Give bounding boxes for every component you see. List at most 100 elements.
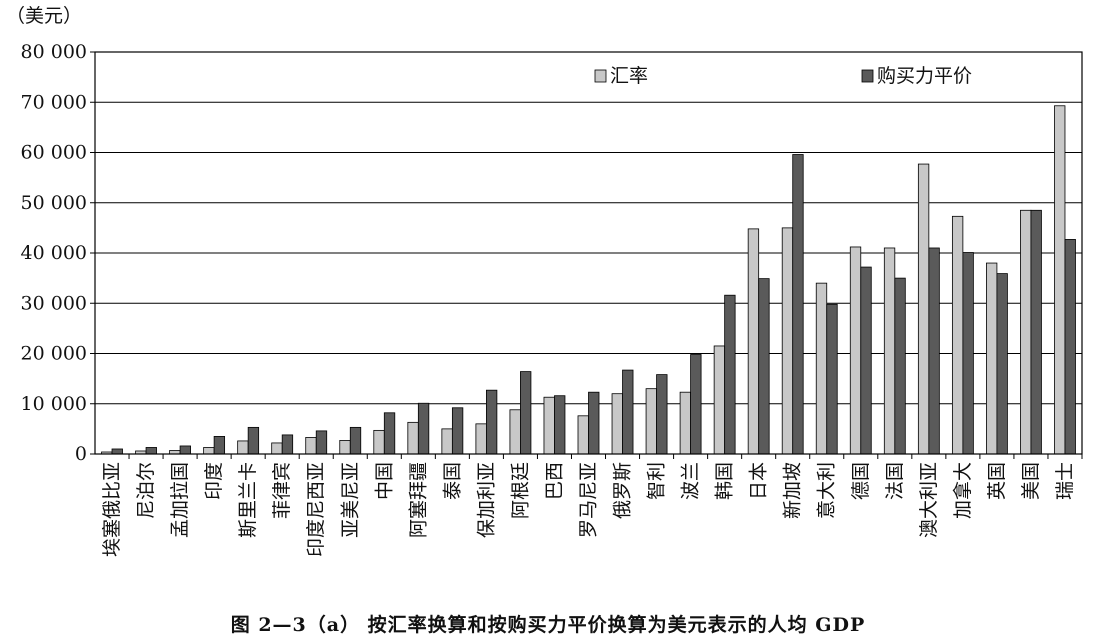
bar-ppp-20 bbox=[792, 154, 804, 455]
bar-exchange-rate-12 bbox=[509, 409, 521, 455]
bar-exchange-rate-27 bbox=[1020, 209, 1032, 455]
bar-ppp-12 bbox=[520, 371, 532, 455]
x-category-label: 尼泊尔 bbox=[135, 462, 157, 519]
bar-ppp-18 bbox=[724, 294, 736, 455]
bar-exchange-rate-13 bbox=[543, 396, 555, 455]
y-tick-label: 80 000 bbox=[21, 41, 87, 63]
bar-exchange-rate-15 bbox=[611, 393, 623, 455]
bar-exchange-rate-6 bbox=[305, 437, 317, 455]
x-category-label: 孟加拉国 bbox=[169, 462, 191, 538]
bar-exchange-rate-28 bbox=[1054, 105, 1066, 455]
bar-exchange-rate-26 bbox=[986, 262, 998, 455]
bar-exchange-rate-14 bbox=[577, 415, 589, 455]
y-tick-label: 20 000 bbox=[21, 343, 87, 365]
y-axis-ticks: 0 10 000 20 000 30 000 40 000 50 000 60 000 70 … bbox=[21, 41, 95, 465]
bar-exchange-rate-4 bbox=[237, 440, 249, 455]
bar-ppp-16 bbox=[656, 374, 668, 455]
x-category-label: 瑞士 bbox=[1054, 462, 1076, 500]
x-category-label: 印度尼西亚 bbox=[305, 462, 327, 557]
bar-exchange-rate-24 bbox=[917, 163, 930, 455]
x-category-label: 泰国 bbox=[441, 462, 463, 500]
x-category-label: 亚美尼亚 bbox=[339, 462, 361, 538]
x-category-label: 菲律宾 bbox=[271, 462, 293, 519]
bar-exchange-rate-7 bbox=[339, 440, 351, 455]
x-category-label: 美国 bbox=[1020, 462, 1042, 500]
y-tick-label: 0 bbox=[75, 443, 87, 465]
bar-ppp-23 bbox=[894, 277, 906, 455]
x-category-label: 中国 bbox=[373, 462, 395, 500]
bar-exchange-rate-18 bbox=[713, 345, 726, 455]
bar-ppp-28 bbox=[1064, 239, 1076, 455]
legend: 汇率 购买力平价 bbox=[594, 65, 972, 87]
bar-ppp-25 bbox=[962, 252, 974, 455]
bar-ppp-5 bbox=[281, 434, 294, 455]
bar-exchange-rate-17 bbox=[679, 391, 692, 455]
bar-exchange-rate-20 bbox=[781, 227, 794, 455]
bar-exchange-rate-23 bbox=[883, 247, 896, 455]
legend-swatch bbox=[861, 69, 874, 83]
bar-ppp-6 bbox=[315, 430, 328, 455]
x-category-label: 澳大利亚 bbox=[918, 462, 940, 538]
bar-ppp-1 bbox=[145, 447, 157, 455]
bar-ppp-15 bbox=[622, 369, 634, 455]
x-category-label: 法国 bbox=[884, 462, 906, 500]
bar-ppp-17 bbox=[690, 354, 702, 455]
x-category-label: 阿根廷 bbox=[509, 462, 531, 519]
x-category-label: 埃塞俄比亚 bbox=[101, 462, 123, 557]
x-category-label: 加拿大 bbox=[951, 462, 974, 519]
y-tick-label: 50 000 bbox=[21, 192, 87, 214]
x-category-label: 波兰 bbox=[680, 462, 702, 500]
x-category-label: 阿塞拜疆 bbox=[407, 462, 429, 538]
bar-ppp-14 bbox=[588, 391, 600, 455]
bar-exchange-rate-16 bbox=[645, 388, 657, 455]
bar-ppp-8 bbox=[383, 412, 396, 455]
x-category-label: 新加坡 bbox=[782, 462, 804, 519]
bar-exchange-rate-9 bbox=[407, 421, 419, 455]
bar-exchange-rate-19 bbox=[747, 228, 760, 455]
bar-ppp-9 bbox=[417, 402, 430, 455]
y-tick-label: 40 000 bbox=[21, 242, 87, 264]
bar-ppp-22 bbox=[860, 266, 872, 455]
bar-exchange-rate-3 bbox=[203, 447, 215, 455]
bar-ppp-4 bbox=[247, 426, 260, 455]
bar-ppp-11 bbox=[485, 389, 498, 455]
bar-ppp-13 bbox=[554, 395, 566, 455]
bar-ppp-19 bbox=[758, 278, 770, 455]
gridlines bbox=[95, 101, 1082, 405]
x-category-label: 印度 bbox=[203, 462, 225, 500]
x-category-label: 德国 bbox=[850, 462, 872, 500]
x-category-label: 斯里兰卡 bbox=[237, 462, 259, 538]
plot-frame bbox=[94, 51, 1083, 455]
y-tick-label: 60 000 bbox=[21, 142, 87, 164]
bar-ppp-7 bbox=[349, 426, 362, 455]
bar-chart: （美元） 0 10 000 20 000 30 000 40 000 50 000 60 0… bbox=[6, 5, 1083, 557]
bar-exchange-rate-10 bbox=[441, 428, 453, 455]
bar-ppp-2 bbox=[179, 445, 191, 455]
legend-swatch bbox=[594, 69, 607, 83]
bar-ppp-0 bbox=[111, 448, 123, 455]
legend-label: 购买力平价 bbox=[877, 65, 972, 87]
bar-exchange-rate-22 bbox=[849, 246, 862, 455]
x-category-label: 巴西 bbox=[543, 462, 565, 500]
x-category-label: 俄罗斯 bbox=[612, 462, 634, 519]
y-tick-label: 70 000 bbox=[21, 91, 87, 113]
x-category-label: 英国 bbox=[986, 462, 1008, 500]
legend-label: 汇率 bbox=[610, 65, 648, 87]
bar-exchange-rate-25 bbox=[951, 215, 964, 455]
y-tick-label: 10 000 bbox=[21, 393, 87, 415]
x-category-label: 保加利亚 bbox=[475, 462, 497, 538]
bar-exchange-rate-5 bbox=[271, 442, 283, 455]
x-category-label: 意大利 bbox=[816, 462, 838, 519]
bar-ppp-3 bbox=[213, 436, 226, 455]
bar-exchange-rate-8 bbox=[373, 429, 385, 455]
bar-ppp-21 bbox=[826, 303, 838, 455]
x-category-label: 日本 bbox=[748, 462, 770, 500]
bar-exchange-rate-11 bbox=[475, 423, 487, 455]
x-category-label: 罗马尼亚 bbox=[578, 462, 600, 538]
bars bbox=[101, 105, 1076, 455]
x-category-label: 韩国 bbox=[714, 462, 736, 500]
x-axis-category-labels: 埃塞俄比亚 尼泊尔 孟加拉国 印度 斯里兰卡 菲律宾 印度尼西亚 亚美尼亚 中国 阿塞拜疆 泰国 保加… bbox=[101, 454, 1083, 557]
bar-ppp-26 bbox=[996, 273, 1008, 455]
bar-ppp-27 bbox=[1030, 209, 1042, 455]
bar-ppp-10 bbox=[451, 407, 464, 455]
